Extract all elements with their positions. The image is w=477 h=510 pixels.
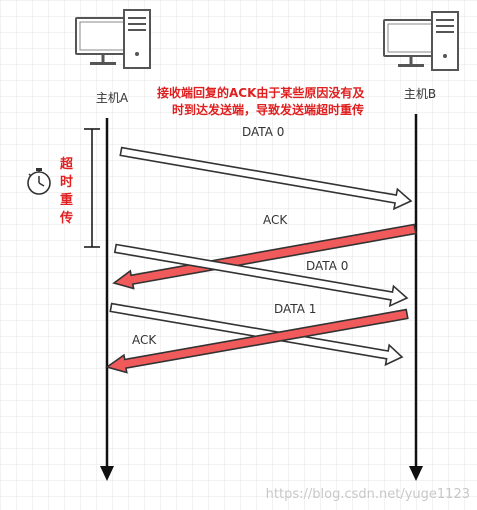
- data-0-retransmit-label: DATA 0: [306, 259, 348, 273]
- ack-arrow-late: [112, 223, 417, 290]
- timeout-char: 传: [59, 210, 73, 226]
- note-line-2: 时到达发送端，导致发送端超时重传: [172, 102, 364, 117]
- timeout-bracket: [84, 128, 100, 248]
- stopwatch-icon: [27, 168, 51, 195]
- ack-arrow: [105, 308, 409, 374]
- timeout-char: 重: [60, 192, 73, 208]
- note-line-1: 接收端回复的ACK由于某些原因没有及: [157, 85, 365, 100]
- host-a-label: 主机A: [96, 91, 129, 105]
- timeout-label: 超 时 重 传: [59, 156, 74, 226]
- data-0-label: DATA 0: [242, 125, 284, 139]
- ack-label-1: ACK: [263, 213, 288, 227]
- ack-label-2: ACK: [132, 333, 157, 347]
- watermark: https://blog.csdn.net/yuge1123: [266, 487, 470, 502]
- timeline-host-a: [100, 118, 114, 481]
- timeout-char: 超: [60, 156, 74, 172]
- data-1-arrow: [109, 302, 404, 367]
- data-0-arrow: [119, 146, 413, 211]
- data-0-retransmit-arrow: [113, 243, 409, 308]
- timeout-char: 时: [60, 174, 73, 190]
- host-b-label: 主机B: [404, 87, 436, 101]
- timeline-host-b: [409, 114, 423, 481]
- data-1-label: DATA 1: [274, 302, 316, 316]
